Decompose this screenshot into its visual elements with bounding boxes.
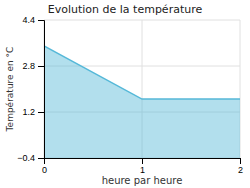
y-tick-mark xyxy=(38,158,44,159)
y-tick-label: 1.2 xyxy=(22,107,35,117)
y-tick: −0.4 xyxy=(17,153,44,163)
y-axis-title: Température en °C xyxy=(5,47,15,133)
x-tick-label: 1 xyxy=(140,165,145,175)
y-tick-label: −0.4 xyxy=(17,153,35,163)
x-tick-label: 0 xyxy=(42,165,47,175)
x-axis-line xyxy=(45,159,241,165)
y-tick-label: 2.8 xyxy=(22,61,35,71)
x-tick-mark xyxy=(142,158,143,164)
marks xyxy=(44,46,240,158)
y-tick-label: 4.4 xyxy=(22,15,35,25)
y-tick-mark xyxy=(38,112,44,113)
y-tick: 2.8 xyxy=(22,61,44,71)
y-tick: 4.4 xyxy=(22,15,44,25)
y-tick-mark xyxy=(38,20,44,21)
x-tick-mark xyxy=(240,158,241,164)
line xyxy=(44,46,240,99)
y-tick: 1.2 xyxy=(22,107,44,117)
chart: 0 1 2 −0.4 1.2 2.8 4.4 Evolution de la températ… xyxy=(0,0,250,188)
grid xyxy=(44,20,240,158)
x-tick: 1 xyxy=(140,158,145,175)
area xyxy=(44,46,240,158)
x-tick-label: 2 xyxy=(238,165,243,175)
x-tick: 2 xyxy=(238,158,243,175)
title: Evolution de la température xyxy=(48,3,203,16)
plot-area: 0 1 2 −0.4 1.2 2.8 4.4 xyxy=(17,15,243,175)
y-axis: −0.4 1.2 2.8 4.4 xyxy=(17,15,44,163)
y-tick-mark xyxy=(38,66,44,67)
x-axis: 0 1 2 xyxy=(42,158,243,175)
x-axis-title: heure par heure xyxy=(102,175,183,186)
y-axis-line xyxy=(38,21,45,159)
x-tick: 0 xyxy=(42,158,47,175)
